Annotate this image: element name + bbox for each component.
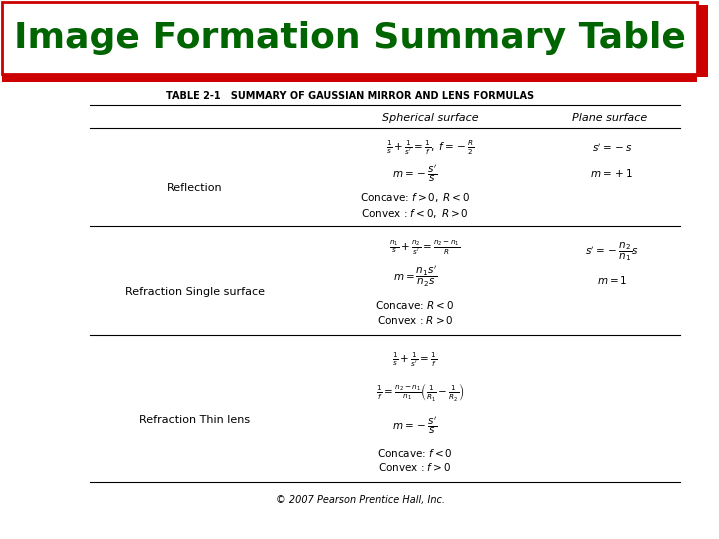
- Text: $\frac{1}{s} + \frac{1}{s'} = \frac{1}{f}$: $\frac{1}{s} + \frac{1}{s'} = \frac{1}{f…: [393, 351, 438, 369]
- Bar: [2, 74, 697, 82]
- Text: $m = -\dfrac{s'}{s}$: $m = -\dfrac{s'}{s}$: [392, 414, 438, 436]
- Text: TABLE 2-1   SUMMARY OF GAUSSIAN MIRROR AND LENS FORMULAS: TABLE 2-1 SUMMARY OF GAUSSIAN MIRROR AND…: [166, 91, 534, 101]
- Text: © 2007 Pearson Prentice Hall, Inc.: © 2007 Pearson Prentice Hall, Inc.: [275, 495, 444, 505]
- Text: Refraction Thin lens: Refraction Thin lens: [139, 415, 250, 425]
- Text: Refraction Single surface: Refraction Single surface: [125, 287, 265, 297]
- Text: $m = -\dfrac{s'}{s}$: $m = -\dfrac{s'}{s}$: [392, 162, 438, 184]
- Text: $m = +1$: $m = +1$: [590, 167, 633, 179]
- Text: Convex : $R > 0$: Convex : $R > 0$: [377, 314, 454, 326]
- Text: $\frac{n_1}{s} + \frac{n_2}{s'} = \frac{n_2 - n_1}{R}$: $\frac{n_1}{s} + \frac{n_2}{s'} = \frac{…: [390, 239, 461, 257]
- Text: Concave: $f < 0$: Concave: $f < 0$: [377, 447, 453, 459]
- Text: $s' = -s$: $s' = -s$: [592, 142, 633, 154]
- Text: Reflection: Reflection: [168, 183, 223, 193]
- Text: $\frac{1}{f} = \frac{n_2 - n_1}{n_1}\left(\frac{1}{R_1} - \frac{1}{R_2}\right)$: $\frac{1}{f} = \frac{n_2 - n_1}{n_1}\lef…: [376, 381, 464, 403]
- Text: Image Formation Summary Table: Image Formation Summary Table: [14, 21, 686, 55]
- Text: $m = \dfrac{n_1 s'}{n_2 s}$: $m = \dfrac{n_1 s'}{n_2 s}$: [393, 264, 437, 288]
- Text: Plane surface: Plane surface: [572, 113, 648, 123]
- Text: $m = 1$: $m = 1$: [597, 274, 627, 286]
- Text: $s' = -\dfrac{n_2}{n_1}s$: $s' = -\dfrac{n_2}{n_1}s$: [585, 240, 638, 264]
- Text: Concave: $R < 0$: Concave: $R < 0$: [375, 299, 454, 311]
- Text: Spherical surface: Spherical surface: [382, 113, 478, 123]
- Bar: [2, 2, 697, 74]
- Text: Convex : $f > 0$: Convex : $f > 0$: [378, 461, 452, 473]
- Text: Concave: $f > 0,\; R < 0$: Concave: $f > 0,\; R < 0$: [360, 191, 470, 204]
- Bar: [8, 5, 708, 77]
- Text: Convex : $f < 0,\; R > 0$: Convex : $f < 0,\; R > 0$: [361, 206, 469, 219]
- Text: $\frac{1}{s} + \frac{1}{s'} = \frac{1}{f},\; f = -\frac{R}{2}$: $\frac{1}{s} + \frac{1}{s'} = \frac{1}{f…: [385, 139, 475, 157]
